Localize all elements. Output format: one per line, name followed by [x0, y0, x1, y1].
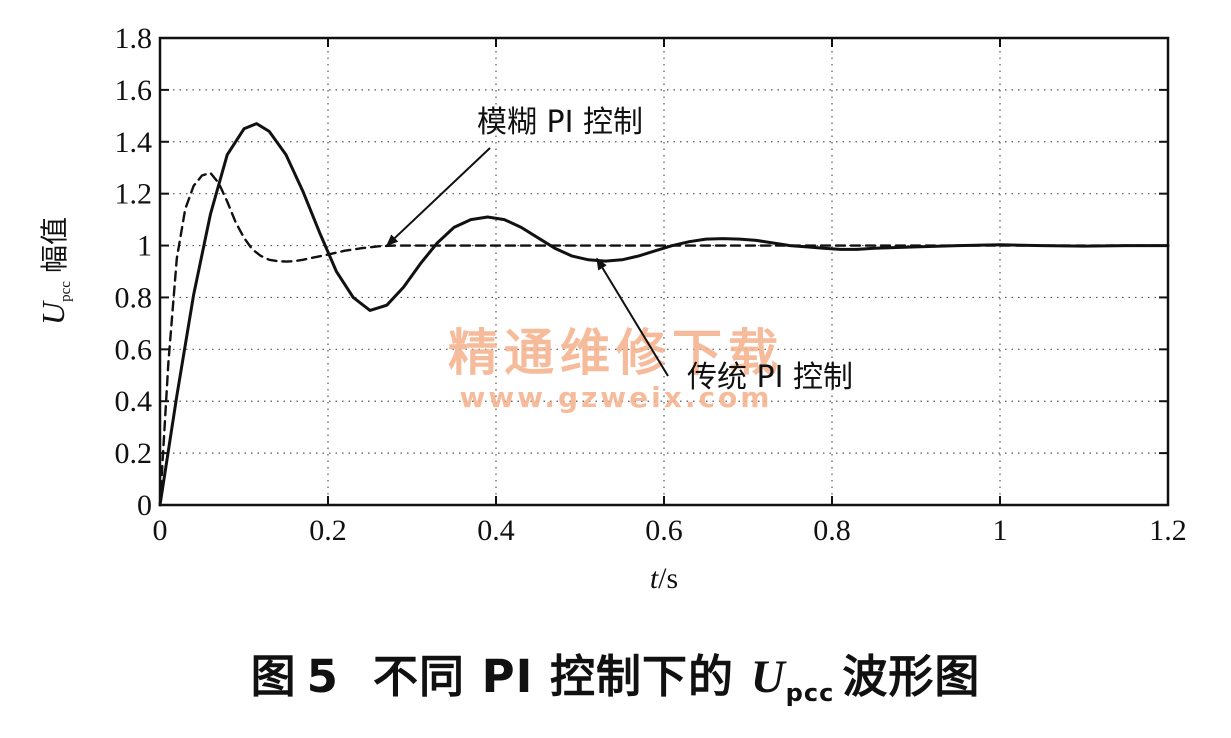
caption-symbol: U — [750, 651, 786, 703]
y-tick-label: 0.6 — [115, 333, 153, 366]
annotation-arrow — [386, 147, 491, 247]
x-axis-label-unit: /s — [658, 562, 678, 595]
caption-text-after: 波形图 — [842, 650, 981, 703]
x-axis-label: t/s — [650, 562, 678, 595]
y-tick-label: 0.4 — [115, 385, 153, 418]
y-tick-label: 1.2 — [115, 178, 153, 211]
x-axis-label-var: t — [650, 562, 659, 595]
annotation-arrow — [595, 257, 669, 377]
y-tick-label: 0.8 — [115, 281, 153, 314]
x-tick-label: 0.6 — [645, 514, 683, 547]
line-chart: 精通维修下载 www.gzweix.com 0 0.2 0.4 0.6 0.8 1 1.20… — [35, 22, 1187, 595]
y-tick-label: 1.4 — [115, 126, 153, 159]
y-axis-label-subscript: pcc — [58, 281, 74, 302]
axis-ticks: 0 0.2 0.4 0.6 0.8 1 1.2 0 0.2 0.4 0.6 0.8 1 1.2 1.4 1.6… — [115, 22, 1187, 547]
x-tick-label: 0 — [153, 514, 168, 547]
series-line-traditional-pi — [158, 122, 1170, 507]
annotation-label: 传统 PI 控制 — [687, 360, 853, 395]
caption-number: 5 — [306, 650, 339, 703]
y-axis-label: Upcc 幅值 — [35, 217, 74, 325]
caption-prefix: 图 — [250, 650, 297, 703]
series-line-fuzzy-pi — [158, 171, 1170, 507]
watermark-text: 精通维修下载 — [448, 324, 784, 382]
y-axis-label-text: 幅值 — [38, 217, 71, 273]
axis-labels: t/s Upcc 幅值 — [35, 217, 678, 595]
x-tick-label: 0.8 — [813, 514, 851, 547]
figure-caption: 图 5 不同 PI 控制下的 Upcc 波形图 — [0, 642, 1231, 712]
y-tick-label: 1.6 — [115, 74, 153, 107]
watermark-url: www.gzweix.com — [460, 381, 773, 414]
caption-subscript: pcc — [785, 679, 835, 707]
y-tick-label: 1 — [137, 230, 152, 263]
y-tick-label: 0 — [137, 489, 152, 522]
x-tick-label: 1.2 — [1149, 514, 1187, 547]
x-tick-label: 1 — [993, 514, 1008, 547]
caption-text-before: 不同 PI 控制下的 — [372, 650, 735, 703]
x-tick-label: 0.2 — [309, 514, 347, 547]
grid-lines — [160, 38, 1168, 505]
x-tick-label: 0.4 — [477, 514, 515, 547]
series-lines — [158, 122, 1170, 507]
y-axis-label-symbol: U — [35, 300, 71, 325]
y-tick-label: 0.2 — [115, 437, 153, 470]
watermark: 精通维修下载 www.gzweix.com — [448, 324, 784, 414]
annotation-label: 模糊 PI 控制 — [477, 105, 643, 140]
y-tick-label: 1.8 — [115, 22, 153, 55]
